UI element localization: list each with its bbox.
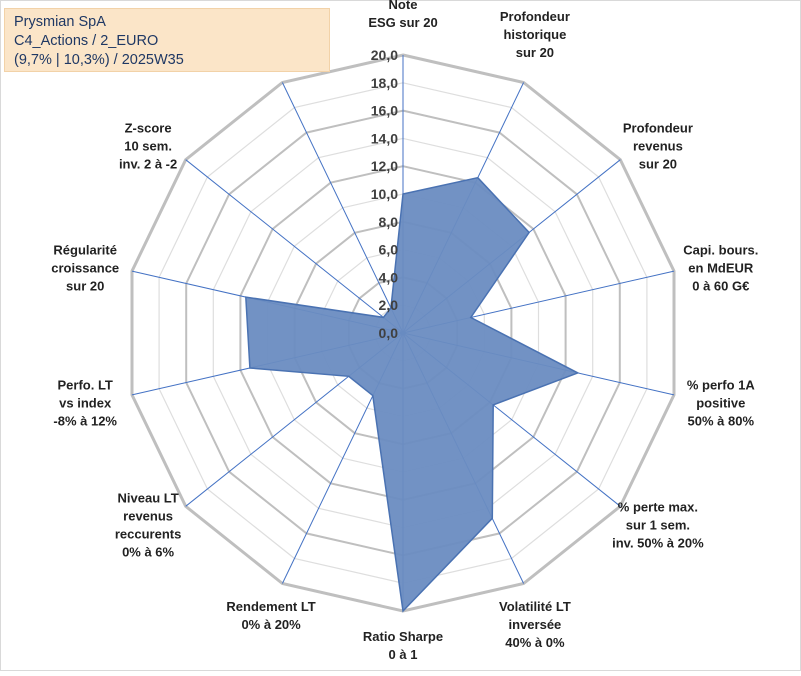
category-label-2-line-2: sur 20	[639, 157, 677, 172]
category-label-10: Perfo. LT vs index -8% à 12%	[53, 378, 117, 429]
chart-title-line-1: Prysmian SpA	[14, 14, 106, 30]
category-label-11-line-0: Régularité	[53, 242, 117, 257]
category-label-7-line-1: 0 à 1	[389, 647, 418, 662]
tick-label-7: 14,0	[371, 130, 398, 146]
category-label-4-line-0: % perfo 1A	[687, 378, 756, 393]
category-label-3-line-0: Capi. bours.	[683, 242, 758, 257]
category-label-9-line-1: revenus	[123, 509, 173, 524]
category-label-10-line-2: -8% à 12%	[53, 414, 117, 429]
category-label-3-line-2: 0 à 60 G€	[692, 278, 749, 293]
category-label-1-line-1: historique	[503, 27, 566, 42]
category-label-0-line-1: ESG sur 20	[368, 15, 437, 30]
category-label-5-line-0: % perte max.	[618, 500, 698, 515]
tick-label-1: 2,0	[379, 297, 399, 313]
category-label-5-line-2: inv. 50% à 20%	[612, 536, 704, 551]
category-label-2-line-0: Profondeur	[623, 121, 693, 136]
tick-label-8: 16,0	[371, 103, 398, 119]
tick-label-5: 10,0	[371, 186, 398, 202]
chart-title-line-3: (9,7% | 10,3%) / 2025W35	[14, 52, 184, 68]
chart-title-line-2: C4_Actions / 2_EURO	[14, 33, 158, 49]
category-label-8-line-0: Rendement LT	[226, 599, 315, 614]
category-label-9-line-2: reccurents	[115, 527, 181, 542]
category-label-2-line-1: revenus	[633, 139, 683, 154]
category-label-12-line-2: inv. 2 à -2	[119, 157, 177, 172]
category-label-8-line-1: 0% à 20%	[241, 617, 301, 632]
category-label-12-line-0: Z-score	[125, 121, 172, 136]
category-label-1-line-2: sur 20	[516, 45, 554, 60]
category-label-0-line-0: Note	[389, 0, 418, 12]
category-label-10-line-1: vs index	[59, 396, 112, 411]
category-label-4: % perfo 1A positive 50% à 80%	[687, 378, 756, 429]
category-label-6-line-1: inversée	[509, 617, 562, 632]
category-label-6-line-0: Volatilité LT	[499, 599, 571, 614]
category-label-3-line-1: en MdEUR	[688, 260, 754, 275]
category-label-7-line-0: Ratio Sharpe	[363, 629, 443, 644]
tick-label-9: 18,0	[371, 75, 398, 91]
category-label-9-line-3: 0% à 6%	[122, 545, 174, 560]
category-label-6: Volatilité LT inversée 40% à 0%	[499, 599, 571, 650]
category-label-12-line-1: 10 sem.	[124, 139, 172, 154]
tick-label-6: 12,0	[371, 158, 398, 174]
tick-label-2: 4,0	[379, 269, 399, 285]
category-label-4-line-1: positive	[696, 396, 745, 411]
category-label-10-line-0: Perfo. LT	[58, 378, 113, 393]
chart-title-box: Prysmian SpA C4_Actions / 2_EURO (9,7% |…	[4, 8, 330, 72]
category-label-6-line-2: 40% à 0%	[505, 635, 565, 650]
tick-label-4: 8,0	[379, 214, 399, 230]
tick-label-0: 0,0	[379, 325, 399, 341]
tick-label-3: 6,0	[379, 242, 399, 258]
category-label-4-line-2: 50% à 80%	[688, 414, 755, 429]
category-label-1-line-0: Profondeur	[500, 9, 570, 24]
category-label-11-line-2: sur 20	[66, 278, 104, 293]
tick-label-10: 20,0	[371, 47, 398, 63]
category-label-3: Capi. bours. en MdEUR 0 à 60 G€	[683, 242, 758, 293]
category-label-5-line-1: sur 1 sem.	[626, 518, 690, 533]
category-label-12: Z-score 10 sem. inv. 2 à -2	[119, 121, 177, 172]
category-label-9-line-0: Niveau LT	[118, 491, 179, 506]
category-label-11-line-1: croissance	[51, 260, 119, 275]
